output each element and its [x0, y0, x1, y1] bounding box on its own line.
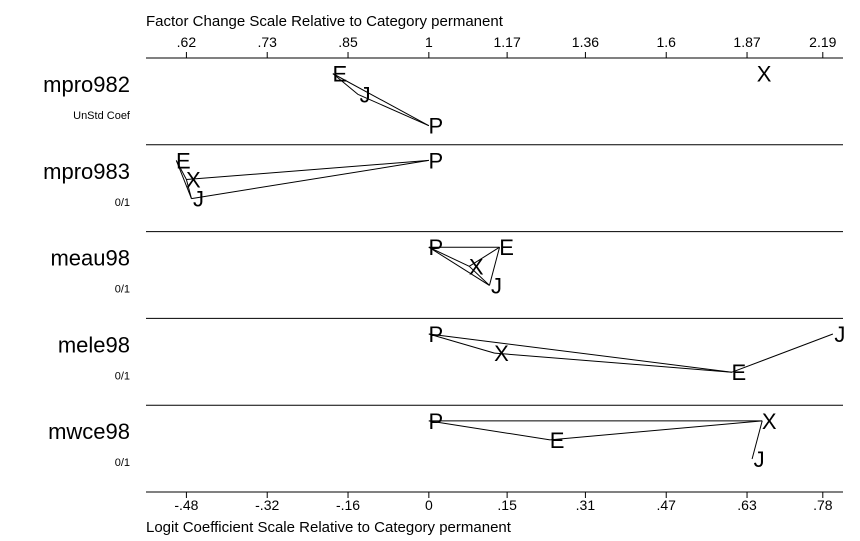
row-label: mpro982: [43, 72, 130, 97]
row-label: mpro983: [43, 159, 130, 184]
top-tick-label: 1: [425, 34, 433, 50]
point-x: X: [762, 409, 777, 434]
point-j: J: [193, 187, 204, 212]
bottom-tick-label: .15: [497, 497, 517, 513]
point-x: X: [186, 168, 201, 193]
bottom-tick-label: 0: [425, 497, 433, 513]
connector-line: [357, 93, 430, 127]
point-p: P: [428, 148, 443, 173]
connector-line: [494, 352, 732, 373]
bottom-tick-label: .47: [656, 497, 676, 513]
point-j: J: [754, 447, 765, 472]
row-sublabel: 0/1: [115, 197, 130, 209]
row-meau98: meau98 0/1 P EXJ: [50, 235, 513, 298]
row-label: mele98: [58, 332, 130, 357]
point-j: J: [834, 322, 845, 347]
connector-line: [428, 333, 495, 354]
row-sublabel: 0/1: [115, 457, 130, 469]
connector-line: [428, 246, 490, 286]
top-tick-label: .85: [338, 34, 358, 50]
point-x: X: [494, 341, 509, 366]
top-tick-label: 1.87: [733, 34, 760, 50]
point-e: E: [499, 235, 514, 260]
connector-line: [191, 159, 429, 200]
point-p: P: [428, 114, 443, 139]
top-tick-label: 2.19: [809, 34, 836, 50]
bottom-tick-label: -.48: [174, 497, 198, 513]
connector-line: [428, 420, 551, 441]
top-tick-label: 1.36: [572, 34, 599, 50]
row-sublabel: 0/1: [115, 370, 130, 382]
top-tick-label: .73: [257, 34, 277, 50]
row-mwce98: mwce98 0/1 P E XJ: [48, 409, 777, 472]
point-j: J: [360, 82, 371, 107]
bottom-tick-label: -.32: [255, 497, 279, 513]
point-x: X: [469, 254, 484, 279]
row-mele98: mele98 0/1 P X E J: [58, 322, 846, 385]
connector-line: [428, 246, 470, 267]
point-p: P: [428, 409, 443, 434]
connector-line: [550, 420, 763, 441]
connector-line: [185, 179, 192, 199]
connector-line: [751, 420, 763, 460]
point-p: P: [428, 322, 443, 347]
point-p: P: [428, 235, 443, 260]
point-e: E: [176, 148, 191, 173]
connector-line: [186, 159, 429, 181]
row-label: meau98: [50, 246, 130, 271]
connector-line: [332, 73, 430, 127]
top-tick-label: .62: [177, 34, 197, 50]
bottom-axis: -.48 -.32 -.16 0 .15 .31 .47 .63 .78: [174, 492, 833, 513]
top-axis: .62 .73 .85 1 1.17 1.36 1.6 1.87 2.19: [177, 34, 837, 58]
bottom-axis-title: Logit Coefficient Scale Relative to Cate…: [146, 519, 512, 536]
connector-line: [468, 246, 500, 267]
point-j: J: [491, 273, 502, 298]
top-axis-title: Factor Change Scale Relative to Category…: [146, 13, 504, 30]
point-e: E: [550, 428, 565, 453]
connector-line: [468, 265, 490, 286]
bottom-tick-label: .63: [737, 497, 757, 513]
row-sublabel: 0/1: [115, 284, 130, 296]
row-mpro982: mpro982 UnStd Coef EJ P X: [43, 62, 772, 139]
bottom-tick-label: -.16: [336, 497, 360, 513]
connector-line: [332, 73, 359, 95]
connector-line: [488, 247, 501, 286]
connector-line: [731, 333, 834, 373]
row-sublabel: UnStd Coef: [73, 110, 131, 122]
top-tick-label: 1.6: [656, 34, 676, 50]
top-tick-label: 1.17: [494, 34, 521, 50]
point-e: E: [333, 62, 348, 87]
connector-line: [175, 160, 192, 199]
row-mpro983: mpro983 0/1 EXJ P: [43, 148, 443, 211]
bottom-tick-label: .31: [576, 497, 596, 513]
bottom-tick-label: .78: [813, 497, 833, 513]
connector-line: [428, 333, 732, 373]
point-x: X: [757, 62, 772, 87]
point-e: E: [732, 360, 747, 385]
row-label: mwce98: [48, 419, 130, 444]
